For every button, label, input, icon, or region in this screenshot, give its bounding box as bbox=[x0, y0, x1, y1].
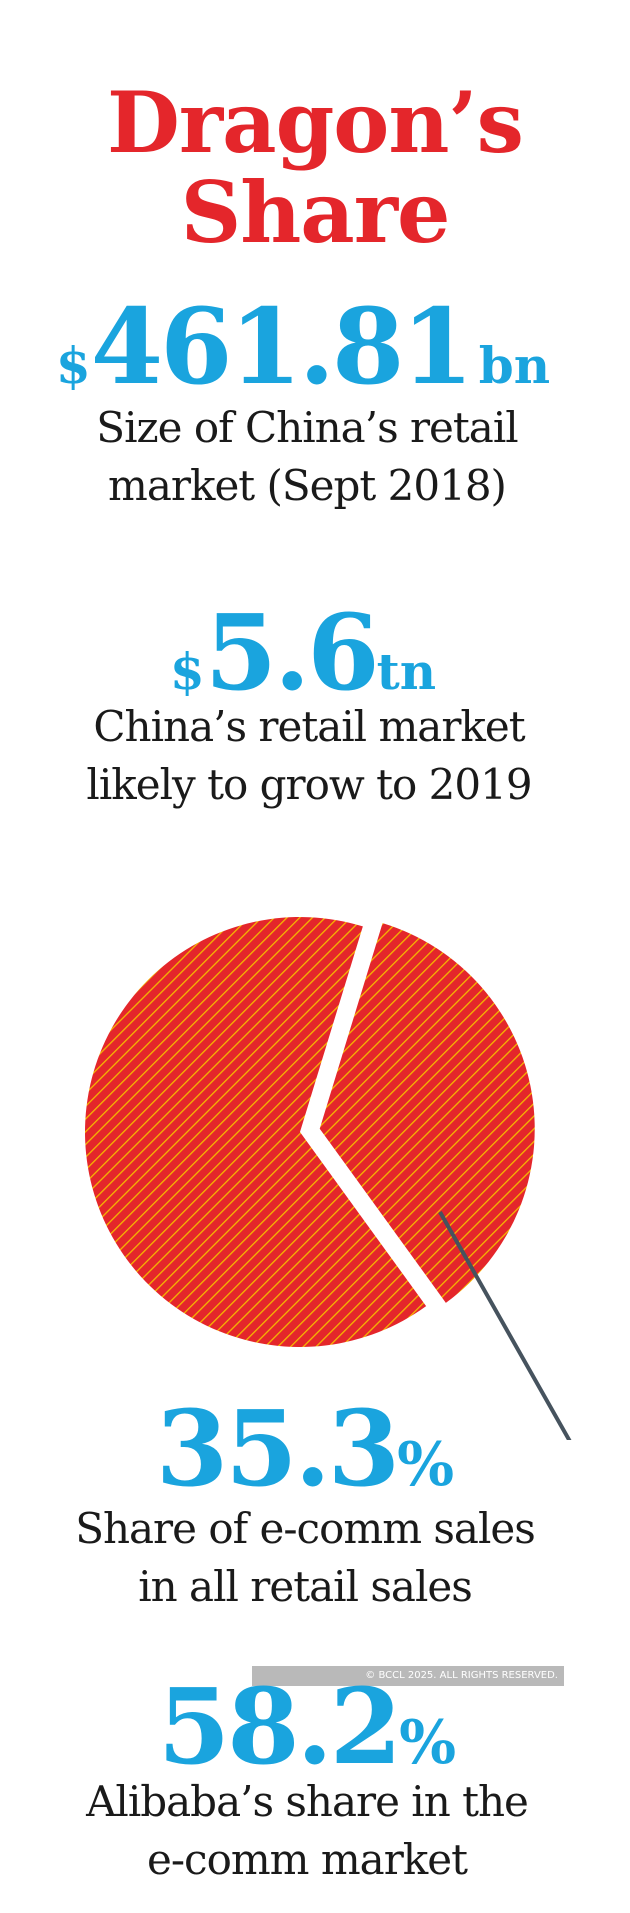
stat-alibaba-share-caption: Alibaba’s share in the e-comm market bbox=[0, 1773, 622, 1889]
stat-retail-market-size-value: $461.81 bn bbox=[0, 292, 618, 402]
stat4-caption-line-2: e-comm market bbox=[147, 1835, 468, 1884]
stat4-caption-line-1: Alibaba’s share in the bbox=[86, 1777, 529, 1826]
stat2-currency: $ bbox=[169, 642, 205, 701]
stat2-unit: tn bbox=[376, 642, 437, 701]
pie-slice-ecomm bbox=[319, 923, 535, 1303]
stat-retail-market-size-caption: Size of China’s retail market (Sept 2018… bbox=[0, 399, 622, 515]
pie-slice-other bbox=[84, 917, 427, 1347]
stat1-number: 461.81 bbox=[90, 285, 474, 408]
stat1-caption-line-2: market (Sept 2018) bbox=[108, 461, 507, 510]
stat2-caption-line-1: China’s retail market bbox=[93, 702, 525, 751]
stat2-number: 5.6 bbox=[204, 591, 380, 714]
stat3-number: 35.3 bbox=[155, 1387, 400, 1510]
ecomm-share-pie-chart bbox=[84, 917, 572, 1440]
title: Dragon’s Share bbox=[0, 78, 630, 258]
stat1-unit: bn bbox=[478, 336, 551, 395]
title-line-2: Share bbox=[180, 163, 451, 262]
stat-ecomm-share-value: 35.3% bbox=[0, 1394, 620, 1504]
stat-retail-market-growth-value: $5.6tn bbox=[0, 598, 618, 708]
stat-alibaba-share-value: 58.2% bbox=[0, 1672, 622, 1782]
title-line-1: Dragon’s bbox=[107, 73, 524, 172]
stat1-currency: $ bbox=[55, 336, 91, 395]
stat2-caption-line-2: likely to grow to 2019 bbox=[86, 760, 532, 809]
pie-leader-line bbox=[438, 1211, 572, 1440]
stat3-unit: % bbox=[397, 1430, 455, 1500]
pie-slices bbox=[84, 917, 535, 1347]
stat3-caption-line-1: Share of e-comm sales bbox=[75, 1504, 536, 1553]
stat3-caption-line-2: in all retail sales bbox=[138, 1562, 473, 1611]
stat1-caption-line-1: Size of China’s retail bbox=[96, 403, 518, 452]
stat-ecomm-share-caption: Share of e-comm sales in all retail sale… bbox=[0, 1500, 620, 1616]
copyright-notice: © BCCL 2025. ALL RIGHTS RESERVED. bbox=[252, 1666, 564, 1686]
stat-retail-market-growth-caption: China’s retail market likely to grow to … bbox=[0, 698, 624, 814]
stat4-number: 58.2 bbox=[157, 1665, 402, 1788]
stat4-unit: % bbox=[399, 1708, 457, 1778]
